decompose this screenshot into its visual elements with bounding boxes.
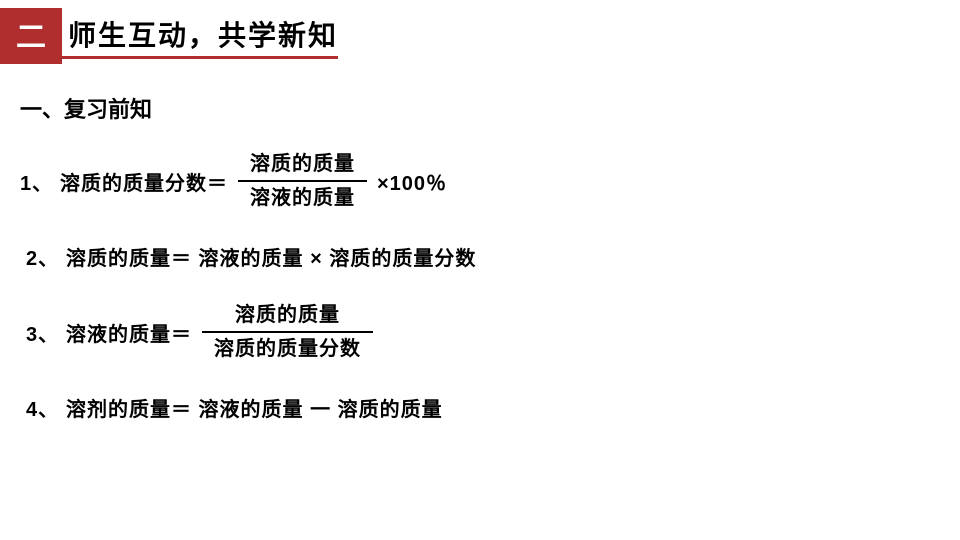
formula-1-fraction: 溶质的质量 溶液的质量: [238, 150, 367, 212]
formula-3-label: 溶液的质量＝: [66, 318, 192, 347]
section-heading: 一、复习前知: [20, 92, 940, 124]
formula-1-denominator: 溶液的质量: [238, 182, 367, 212]
formula-3-numerator: 溶质的质量: [223, 301, 352, 331]
formula-2-num: 2、: [26, 242, 66, 271]
formula-1: 1、 溶质的质量分数＝ 溶质的质量 溶液的质量 ×100％: [20, 150, 940, 212]
formula-2-label: 溶质的质量＝ 溶液的质量 × 溶质的质量分数: [66, 242, 476, 271]
slide-content: 一、复习前知 1、 溶质的质量分数＝ 溶质的质量 溶液的质量 ×100％ 2、 …: [0, 64, 960, 422]
formula-3: 3、 溶液的质量＝ 溶质的质量 溶质的质量分数: [20, 301, 940, 363]
formula-1-label: 溶质的质量分数＝: [60, 167, 228, 196]
formula-1-numerator: 溶质的质量: [238, 150, 367, 180]
formula-4-label: 溶剂的质量＝ 溶液的质量 一 溶质的质量: [66, 393, 443, 422]
formula-1-num: 1、: [20, 167, 60, 196]
formula-4: 4、 溶剂的质量＝ 溶液的质量 一 溶质的质量: [20, 393, 940, 422]
formula-1-rest: ×100％: [377, 167, 447, 196]
slide-header: 二 师生互动，共学新知: [0, 0, 960, 64]
formula-3-num: 3、: [26, 318, 66, 347]
header-title: 师生互动，共学新知: [62, 14, 338, 59]
formula-2: 2、 溶质的质量＝ 溶液的质量 × 溶质的质量分数: [20, 242, 940, 271]
formula-4-num: 4、: [26, 393, 66, 422]
formula-3-fraction: 溶质的质量 溶质的质量分数: [202, 301, 373, 363]
formula-3-denominator: 溶质的质量分数: [202, 333, 373, 363]
header-badge: 二: [0, 8, 62, 64]
